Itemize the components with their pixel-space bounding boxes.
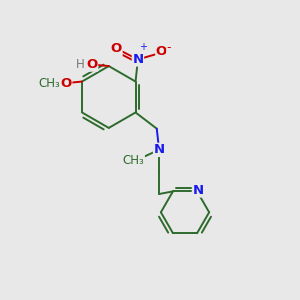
Text: O: O	[61, 76, 72, 89]
Text: H: H	[76, 58, 85, 71]
Text: N: N	[154, 143, 165, 156]
Text: O: O	[86, 58, 98, 71]
Text: O: O	[111, 42, 122, 56]
Text: -: -	[167, 41, 171, 54]
Text: CH₃: CH₃	[39, 77, 61, 90]
Text: CH₃: CH₃	[123, 154, 144, 167]
Text: O: O	[156, 45, 167, 58]
Text: N: N	[132, 53, 143, 66]
Text: N: N	[192, 184, 203, 197]
Text: +: +	[139, 42, 147, 52]
